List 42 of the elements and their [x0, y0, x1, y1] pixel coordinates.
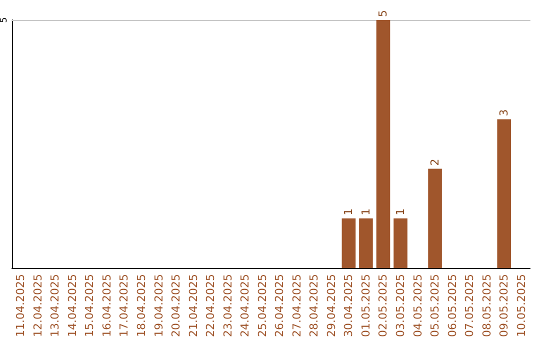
x-tick-label: 08.05.2025	[480, 274, 494, 338]
x-tick-label: 25.04.2025	[256, 274, 269, 338]
x-tick-label: 15.04.2025	[83, 274, 96, 338]
x-tick-label: 26.04.2025	[273, 274, 286, 338]
x-tick-label: 04.05.2025	[411, 274, 424, 338]
x-tick-label: 16.04.2025	[100, 274, 114, 338]
x-tick-label: 27.04.2025	[290, 274, 304, 338]
x-tick-label: 17.04.2025	[118, 274, 131, 338]
x-tick-label: 21.04.2025	[186, 274, 200, 338]
bar	[394, 218, 408, 268]
bar	[342, 218, 356, 268]
x-tick-label: 24.04.2025	[238, 274, 252, 338]
data-label: 2	[428, 158, 442, 166]
x-tick-label: 09.05.2025	[498, 274, 511, 338]
data-label: 1	[342, 208, 356, 216]
bar	[497, 119, 512, 268]
bar	[376, 20, 390, 268]
x-tick-label: 07.05.2025	[463, 274, 476, 338]
x-tick-label: 30.04.2025	[342, 274, 356, 338]
x-tick-label: 20.04.2025	[170, 274, 183, 338]
data-label: 1	[394, 208, 407, 216]
x-tick-label: 22.04.2025	[204, 274, 218, 338]
x-tick-label: 14.04.2025	[66, 274, 79, 338]
x-tick-label: 29.04.2025	[324, 274, 338, 338]
x-tick-label: 13.04.2025	[48, 274, 62, 338]
x-tick-label: 19.04.2025	[152, 274, 166, 338]
x-tick-label: 01.05.2025	[359, 274, 372, 338]
x-tick-label: 03.05.2025	[394, 274, 407, 338]
x-tick-label: 06.05.2025	[446, 274, 459, 338]
x-tick-label: 23.04.2025	[221, 274, 234, 338]
bar	[359, 218, 373, 268]
bar	[428, 168, 442, 268]
x-tick-label: 02.05.2025	[376, 274, 390, 338]
x-tick-label: 10.05.2025	[514, 274, 528, 338]
x-tick-label: 11.04.2025	[14, 274, 28, 338]
x-tick-label: 12.04.2025	[31, 274, 44, 338]
data-label: 1	[359, 208, 372, 216]
x-tick-label: 05.05.2025	[428, 274, 442, 338]
data-label: 3	[498, 109, 511, 116]
data-label: 5	[376, 10, 390, 17]
x-tick-label: 18.04.2025	[135, 274, 148, 338]
x-tick-label: 28.04.2025	[308, 274, 321, 338]
